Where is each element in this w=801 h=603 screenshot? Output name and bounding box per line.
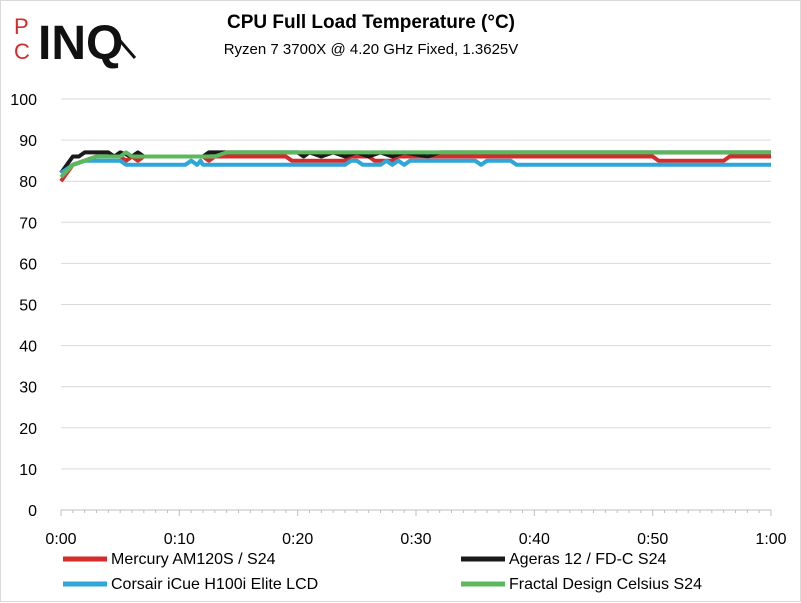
y-tick-label: 70 — [19, 215, 37, 232]
legend-label: Corsair iCue H100i Elite LCD — [111, 576, 318, 593]
y-tick-label: 90 — [19, 133, 37, 150]
gridlines — [61, 98, 771, 470]
logo-letter-p: P — [14, 14, 29, 39]
legend-label: Ageras 12 / FD-C S24 — [509, 551, 667, 568]
y-tick-label: 20 — [19, 421, 37, 438]
series-lines — [59, 150, 771, 183]
x-tick-label: 0:50 — [637, 531, 668, 548]
logo-letter-c: C — [14, 39, 30, 64]
y-tick-labels: 0 10 20 30 40 50 60 70 80 90 100 — [10, 92, 37, 520]
y-tick-label: 60 — [19, 256, 37, 273]
x-tick-label: 0:20 — [282, 531, 313, 548]
x-tick-label: 0:30 — [400, 531, 431, 548]
legend-label: Fractal Design Celsius S24 — [509, 576, 702, 593]
chart-title: CPU Full Load Temperature (°C) — [227, 12, 515, 33]
y-tick-label: 30 — [19, 380, 37, 397]
series-line-3 — [59, 158, 771, 175]
y-tick-label: 80 — [19, 174, 37, 191]
axes — [60, 509, 772, 516]
x-tick-label: 1:00 — [755, 531, 786, 548]
legend-label: Mercury AM120S / S24 — [111, 551, 276, 568]
legend: Mercury AM120S / S24 Ageras 12 / FD-C S24… — [63, 551, 702, 593]
y-tick-label: 40 — [19, 339, 37, 356]
y-tick-label: 0 — [28, 503, 37, 520]
y-tick-label: 50 — [19, 298, 37, 315]
x-tick-label: 0:00 — [45, 531, 76, 548]
pcinq-logo: P C INQ — [14, 14, 137, 70]
logo-magnifier-handle — [114, 35, 137, 59]
x-tick-label: 0:10 — [164, 531, 195, 548]
x-tick-label: 0:40 — [519, 531, 550, 548]
y-tick-label: 100 — [10, 92, 37, 109]
series-line-4 — [59, 150, 771, 179]
chart-subtitle: Ryzen 7 3700X @ 4.20 GHz Fixed, 1.3625V — [224, 41, 519, 58]
logo-letters-inq: INQ — [38, 17, 123, 70]
y-tick-label: 10 — [19, 462, 37, 479]
x-tick-labels: 0:00 0:10 0:20 0:30 0:40 0:50 1:00 — [45, 531, 786, 548]
